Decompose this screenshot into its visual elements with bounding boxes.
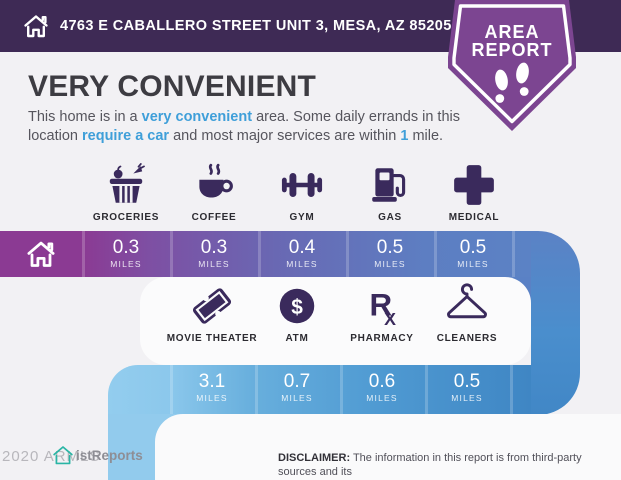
distance-unit: MILES bbox=[451, 393, 483, 403]
summary-text: This home is in a very convenient area. … bbox=[28, 108, 468, 146]
disclaimer-line1: The information in this report is from t… bbox=[278, 452, 582, 478]
footprints-icon bbox=[495, 62, 529, 103]
cell-divider bbox=[82, 231, 85, 277]
distance-bar-row2: 3.1 MILES 0.7 MILES 0.6 MILES 0.5 MILES bbox=[108, 365, 531, 414]
area-report-badge: AREA REPORT bbox=[448, 0, 576, 131]
armls-watermark: 2020 ARMLS bbox=[2, 448, 101, 465]
amenity-gas: GAS bbox=[330, 162, 450, 223]
amenity-label: MEDICAL bbox=[448, 212, 500, 223]
badge-line2: REPORT bbox=[471, 40, 552, 60]
badge-shape bbox=[448, 0, 576, 131]
distance-unit: MILES bbox=[198, 259, 230, 269]
path-right-turn bbox=[531, 231, 580, 415]
distance-unit: MILES bbox=[457, 259, 489, 269]
intro-seg4: and most major services are within bbox=[169, 128, 401, 144]
cell-divider bbox=[346, 231, 349, 277]
amenity-coffee: COFFEE bbox=[154, 162, 274, 223]
distance-bar-row1: 0.3 MILES 0.3 MILES 0.4 MILES 0.5 MILES … bbox=[0, 231, 531, 277]
amenity-label: GROCERIES bbox=[92, 212, 160, 223]
amenity-medical: MEDICAL bbox=[414, 162, 534, 223]
cell-divider bbox=[170, 365, 173, 414]
home-icon bbox=[24, 15, 48, 38]
hanger-icon bbox=[447, 283, 487, 319]
distance-value: 0.3 bbox=[200, 237, 228, 258]
distance-cell: 0.7 MILES bbox=[255, 371, 339, 403]
cell-divider bbox=[512, 231, 515, 277]
distance-unit: MILES bbox=[281, 393, 313, 403]
intro-seg5: mile. bbox=[408, 128, 444, 144]
intro-highlight-3: 1 bbox=[400, 128, 409, 144]
svg-text:$: $ bbox=[291, 296, 303, 319]
amenity-groceries: GROCERIES bbox=[66, 162, 186, 223]
groceries-basket-icon bbox=[109, 163, 145, 203]
cell-divider bbox=[170, 231, 173, 277]
distance-value: 0.4 bbox=[288, 237, 316, 258]
distance-cell: 0.6 MILES bbox=[340, 371, 424, 403]
medical-cross-icon bbox=[454, 165, 494, 205]
amenity-label: PHARMACY bbox=[350, 333, 414, 344]
intro-highlight-1: very convenient bbox=[141, 109, 253, 125]
logo-house-icon bbox=[53, 446, 73, 465]
distance-unit: MILES bbox=[286, 259, 318, 269]
badge-line1: AREA bbox=[484, 22, 539, 42]
distance-cell: 0.3 MILES bbox=[172, 237, 256, 269]
cell-divider bbox=[340, 365, 343, 414]
distance-unit: MILES bbox=[196, 393, 228, 403]
distance-cell: 0.5 MILES bbox=[425, 371, 509, 403]
distance-value: 0.5 bbox=[376, 237, 404, 258]
cell-divider bbox=[258, 231, 261, 277]
atm-dollar-icon: $ bbox=[279, 288, 315, 324]
svg-text:X: X bbox=[384, 309, 396, 329]
listreports-logo: istReports bbox=[52, 444, 143, 466]
distance-unit: MILES bbox=[110, 259, 142, 269]
distance-value: 0.3 bbox=[112, 237, 140, 258]
home-icon bbox=[27, 241, 55, 267]
gas-pump-icon bbox=[372, 168, 406, 202]
rx-icon: R X bbox=[369, 287, 396, 329]
property-address: 4763 E CABALLERO STREET UNIT 3, MESA, AZ… bbox=[60, 18, 452, 34]
intro-seg2: area. Some daily errands in this bbox=[252, 109, 460, 125]
disclaimer: DISCLAIMER: The information in this repo… bbox=[278, 451, 613, 480]
amenity-atm: $ ATM bbox=[237, 283, 357, 344]
amenity-label: ATM bbox=[285, 333, 309, 344]
dumbbell-icon bbox=[281, 172, 323, 198]
amenity-cleaners: CLEANERS bbox=[407, 283, 527, 344]
distance-value: 0.5 bbox=[453, 371, 481, 392]
distance-cell: 0.4 MILES bbox=[260, 237, 344, 269]
svg-text:R: R bbox=[369, 287, 392, 322]
distance-cell: 3.1 MILES bbox=[170, 371, 254, 403]
distance-unit: MILES bbox=[374, 259, 406, 269]
logo-text: istReports bbox=[76, 447, 143, 463]
cell-divider bbox=[434, 231, 437, 277]
amenity-gym: GYM bbox=[242, 162, 362, 223]
amenity-label: CLEANERS bbox=[436, 333, 498, 344]
cell-divider bbox=[425, 365, 428, 414]
distance-value: 0.6 bbox=[368, 371, 396, 392]
amenity-label: MOVIE THEATER bbox=[166, 333, 258, 344]
amenity-label: GAS bbox=[378, 212, 402, 223]
amenity-label: COFFEE bbox=[191, 212, 237, 223]
footer-card bbox=[155, 414, 621, 480]
distance-cell: 0.5 MILES bbox=[348, 237, 432, 269]
intro-seg1: This home is in a bbox=[28, 109, 142, 125]
distance-value: 0.5 bbox=[459, 237, 487, 258]
intro-highlight-2: require a car bbox=[82, 128, 170, 144]
movie-ticket-icon bbox=[192, 288, 232, 324]
amenity-label: GYM bbox=[289, 212, 315, 223]
distance-unit: MILES bbox=[366, 393, 398, 403]
disclaimer-label: DISCLAIMER: bbox=[278, 452, 351, 464]
cell-divider bbox=[510, 365, 513, 414]
page-title: VERY CONVENIENT bbox=[28, 70, 317, 103]
distance-value: 0.7 bbox=[283, 371, 311, 392]
coffee-cup-icon bbox=[199, 163, 233, 198]
amenity-movie-theater: MOVIE THEATER bbox=[152, 283, 272, 344]
cell-divider bbox=[255, 365, 258, 414]
intro-seg3: location bbox=[28, 128, 83, 144]
distance-cell: 0.3 MILES bbox=[84, 237, 168, 269]
amenity-pharmacy: R X PHARMACY bbox=[322, 283, 442, 344]
distance-cell: 0.5 MILES bbox=[431, 237, 515, 269]
distance-value: 3.1 bbox=[198, 371, 226, 392]
